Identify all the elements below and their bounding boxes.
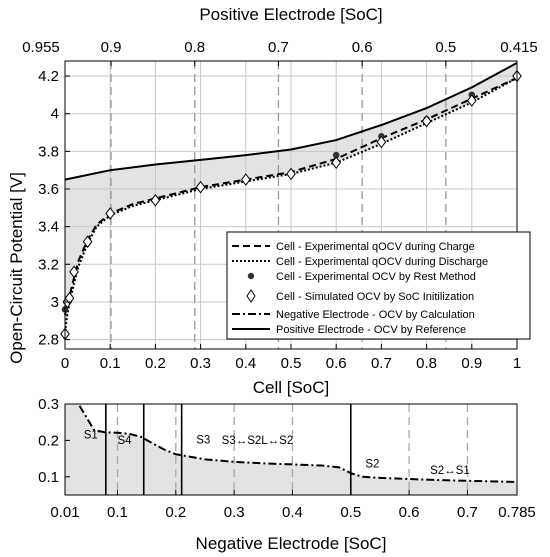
negative-electrode-plot: S1' S4 S3 S3↔S2L↔S2 S2 S2↔S1 0.01 0.1 0.2 0.3 0.4 0…	[38, 396, 536, 521]
data-point-simulated	[286, 167, 296, 181]
x-tick-label: 0.1	[107, 504, 128, 521]
x-tick-label: 0.4	[235, 355, 256, 372]
stage-label: S4	[117, 435, 132, 447]
x-tick-label: 0.6	[326, 355, 347, 372]
legend-entry-positive: Positive Electrode - OCV by Reference	[232, 324, 466, 336]
x-tick-label: 0.4	[282, 504, 303, 521]
y-tick-label: 3.8	[38, 143, 59, 160]
stage-label: S1'	[84, 430, 100, 442]
series-line	[78, 405, 518, 483]
y-tick-label: 4	[51, 106, 59, 123]
y-axis-title: Open-Circuit Potential [V]	[7, 172, 26, 364]
legend-label: Cell - Simulated OCV by SoC Initilizatio…	[276, 291, 474, 303]
legend: Cell - Experimental qOCV during Charge C…	[226, 231, 531, 340]
x-tick-label: 0.6	[399, 504, 420, 521]
x-tick-label: 0.3	[224, 504, 245, 521]
top-tick-label: 0.955	[22, 39, 60, 56]
stage-label: S2	[365, 459, 379, 471]
data-point-simulated	[240, 173, 251, 186]
plot-frame	[64, 403, 518, 496]
x-tick-label: 0.7	[457, 504, 478, 521]
data-point-simulated	[331, 156, 342, 169]
series-line	[64, 62, 518, 181]
legend-label: Cell - Experimental qOCV during Discharg…	[276, 256, 488, 268]
x-tick-label: 0.2	[165, 504, 186, 521]
legend-entry-charge: Cell - Experimental qOCV during Charge	[232, 241, 475, 253]
data-point-simulated	[466, 94, 477, 107]
legend-entry-discharge: Cell - Experimental qOCV during Discharg…	[232, 256, 488, 268]
x-tick-label: 0.9	[461, 355, 482, 372]
x-tick-label: 0.01	[50, 504, 79, 521]
top-tick-label: 0.6	[352, 39, 373, 56]
top-tick-label: 0.7	[268, 39, 289, 56]
stage-label: S3	[196, 434, 210, 446]
x-tick-label: 0.785	[498, 504, 536, 521]
x-tick-label: 1	[513, 355, 521, 372]
y-tick-label: 0.3	[38, 396, 59, 413]
bottom-x-axis-title: Negative Electrode [SoC]	[196, 534, 387, 553]
x-tick-label: 0	[61, 355, 69, 372]
top-tick-label: 0.9	[101, 39, 122, 56]
x-tick-label: 0.7	[371, 355, 392, 372]
y-tick-label: 3.4	[38, 219, 59, 236]
x-tick-label: 0.5	[340, 504, 361, 521]
x-tick-label: 0.3	[190, 355, 211, 372]
legend-entry-simulated: Cell - Simulated OCV by SoC Initilizatio…	[246, 289, 474, 303]
x-axis-title: Cell [SoC]	[253, 378, 330, 397]
legend-entry-negative: Negative Electrode - OCV by Calculation	[232, 309, 475, 321]
y-tick-label: 2.8	[38, 332, 59, 349]
legend-label: Positive Electrode - OCV by Reference	[276, 324, 466, 336]
top-axis-title: Positive Electrode [SoC]	[199, 5, 382, 24]
data-point-simulated	[64, 291, 75, 305]
legend-entry-rest: Cell - Experimental OCV by Rest Method	[247, 271, 476, 283]
x-tick-label: 0.8	[416, 355, 437, 372]
y-tick-label: 0.2	[38, 432, 59, 449]
top-tick-label: 0.415	[500, 39, 538, 56]
x-tick-label: 0.1	[100, 355, 121, 372]
data-point-simulated	[421, 114, 432, 128]
series-line	[64, 77, 518, 316]
data-point-simulated	[69, 265, 79, 279]
y-tick-label: 3.2	[38, 256, 59, 273]
series-line	[64, 77, 518, 333]
top-tick-label: 0.8	[184, 39, 205, 56]
x-tick-label: 0.2	[145, 355, 166, 372]
y-tick-label: 4.2	[38, 68, 59, 85]
y-tick-label: 3.6	[38, 181, 59, 198]
data-point-simulated	[150, 193, 161, 207]
top-tick-label: 0.5	[435, 39, 456, 56]
stage-label: S2↔S1	[430, 465, 470, 477]
shaded-region	[65, 404, 517, 495]
data-point-simulated	[105, 207, 116, 220]
stage-label: S3↔S2L↔S2	[222, 435, 294, 447]
data-point-rest	[332, 151, 340, 159]
y-tick-label: 0.1	[38, 469, 59, 486]
shaded-region	[65, 62, 517, 333]
legend-box	[226, 231, 531, 340]
legend-label: Negative Electrode - OCV by Calculation	[276, 309, 475, 321]
y-tick-label: 3	[51, 294, 59, 311]
data-point-simulated	[376, 135, 387, 149]
data-point-simulated	[195, 180, 206, 194]
legend-label: Cell - Experimental OCV by Rest Method	[276, 271, 476, 283]
data-point-simulated	[82, 235, 93, 249]
x-tick-label: 0.5	[281, 355, 302, 372]
legend-label: Cell - Experimental qOCV during Charge	[276, 241, 475, 253]
